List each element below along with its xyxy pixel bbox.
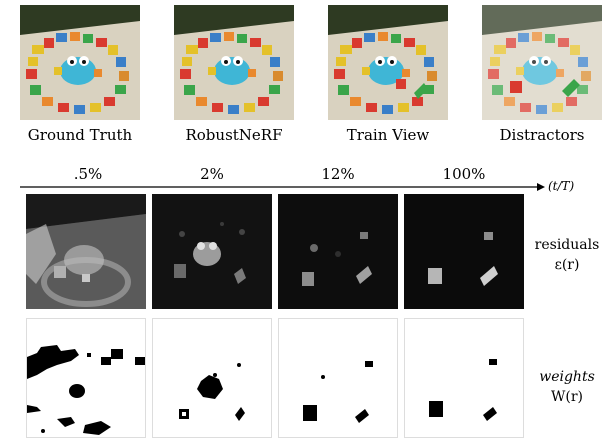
tick-label-3: 100% [442, 165, 486, 183]
image-robustnerf [174, 5, 294, 120]
residual-map-2 [278, 194, 398, 309]
image-ground-truth [20, 5, 140, 120]
residual-map-1 [152, 194, 272, 309]
tick-label-0: .5% [73, 165, 103, 183]
timeline-axis-label: (t/T) [548, 179, 575, 193]
timeline-arrow [20, 180, 545, 194]
weights-label: weights [539, 369, 595, 385]
tick-label-2: 12% [321, 165, 355, 183]
image-distractors [482, 5, 602, 120]
caption-ground-truth: Ground Truth [27, 126, 133, 144]
residuals-label: residuals [534, 237, 600, 253]
weight-map-0 [26, 318, 146, 438]
weight-map-2 [278, 318, 398, 438]
weight-map-1 [152, 318, 272, 438]
image-train-view [328, 5, 448, 120]
residuals-symbol: ε(r) [554, 257, 580, 273]
tick-label-1: 2% [200, 165, 224, 183]
caption-distractors: Distractors [499, 126, 585, 144]
weights-symbol: W(r) [550, 389, 583, 405]
residual-map-0 [26, 194, 146, 309]
residual-map-3 [404, 194, 524, 309]
caption-train-view: Train View [346, 126, 430, 144]
weight-map-3 [404, 318, 524, 438]
caption-robustnerf: RobustNeRF [185, 126, 283, 144]
